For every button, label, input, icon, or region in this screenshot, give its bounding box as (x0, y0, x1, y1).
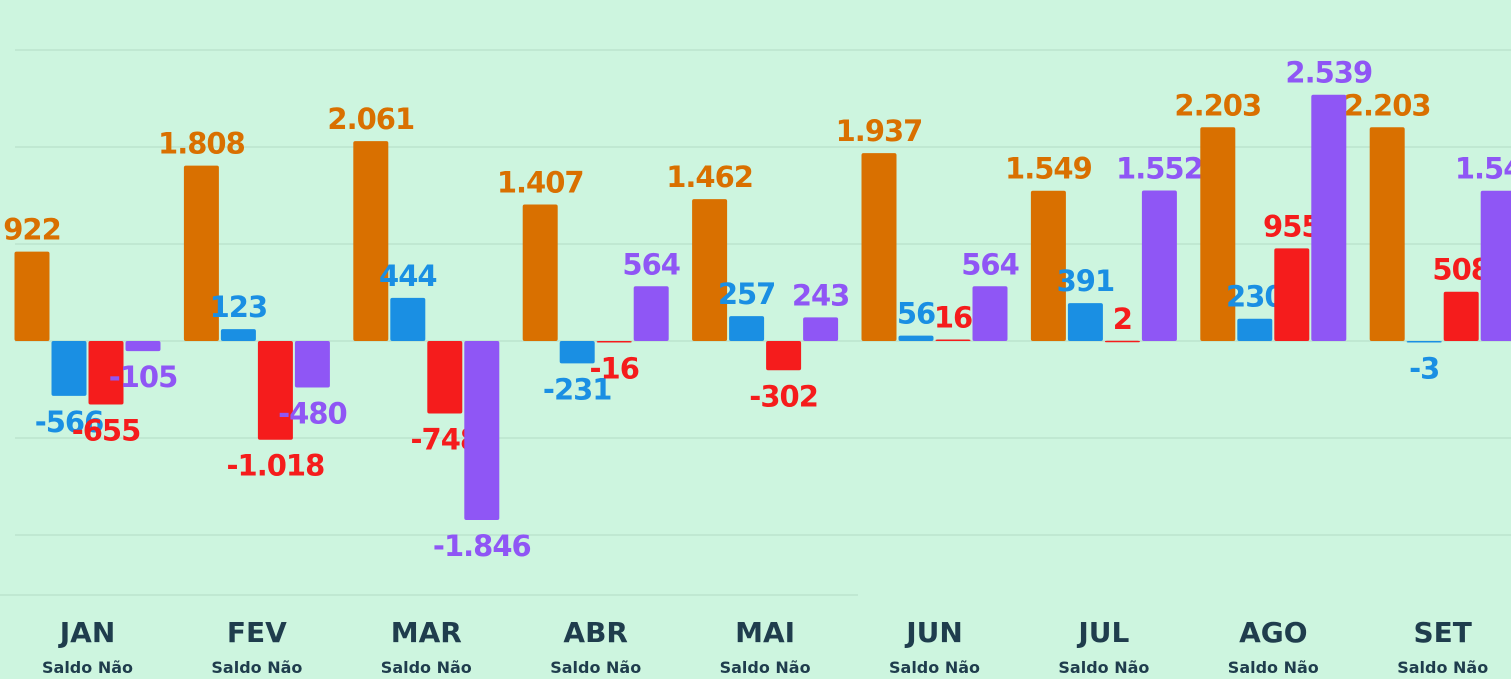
bar (257, 341, 293, 440)
x-tick-label: FEV (227, 616, 287, 649)
bar (1104, 340, 1140, 343)
value-label: 1.552 (1116, 151, 1203, 185)
bar (1443, 291, 1479, 341)
bar (1311, 94, 1347, 341)
x-tick-sublabel: Saldo Não (1058, 658, 1149, 677)
x-tick-label: JAN (58, 616, 116, 649)
bar (972, 286, 1008, 341)
bar (633, 286, 669, 341)
bar (1141, 190, 1177, 341)
x-tick-sublabel: Saldo Não (550, 658, 641, 677)
bar (1200, 127, 1236, 342)
bar (729, 316, 765, 341)
value-label: 1.462 (666, 160, 753, 194)
value-label: 257 (718, 277, 776, 311)
bar (183, 165, 219, 341)
bar (1274, 248, 1310, 341)
bar (522, 204, 558, 341)
bar (51, 341, 87, 396)
value-label: 391 (1057, 264, 1115, 298)
bar (803, 317, 839, 341)
x-tick-label: MAI (735, 616, 795, 649)
x-tick-sublabel: Saldo Não (1228, 658, 1319, 677)
bar (861, 153, 897, 341)
value-label: 1.937 (836, 114, 923, 148)
bar (1067, 303, 1103, 341)
x-tick-label: SET (1413, 616, 1471, 649)
value-label: 1.808 (158, 127, 245, 161)
x-tick-sublabel: Saldo Não (889, 658, 980, 677)
value-label: -105 (109, 360, 178, 394)
x-tick-label: JUN (904, 616, 963, 649)
x-tick-label: JUL (1076, 616, 1129, 649)
value-label: -1.846 (433, 529, 531, 563)
bar (766, 341, 802, 371)
value-label: 2.539 (1285, 56, 1372, 90)
value-label: 123 (210, 290, 268, 324)
bar (427, 341, 463, 414)
value-label: 1.549 (1455, 152, 1511, 186)
bar (1030, 190, 1066, 341)
bar (88, 341, 124, 405)
bar (390, 297, 426, 341)
x-tick-label: ABR (563, 616, 628, 649)
bar (935, 339, 971, 341)
value-label: 16 (934, 300, 972, 334)
value-label: 444 (379, 259, 437, 293)
value-label: 2.203 (1344, 88, 1431, 122)
x-tick-sublabel: Saldo Não (211, 658, 302, 677)
bar (1369, 127, 1405, 342)
value-label: -16 (589, 352, 638, 386)
value-label: -1.018 (227, 449, 325, 483)
bar (898, 335, 934, 341)
bar (14, 251, 50, 341)
x-tick-sublabel: Saldo Não (1397, 658, 1488, 677)
value-label: -566 (35, 405, 104, 439)
value-label: -3 (1409, 352, 1439, 386)
x-tick-sublabel: Saldo Não (720, 658, 811, 677)
value-label: -231 (543, 372, 612, 406)
value-label: -302 (749, 379, 818, 413)
bar (596, 341, 632, 343)
bar (464, 341, 500, 521)
value-label: 922 (3, 213, 61, 247)
x-tick-label: AGO (1239, 616, 1307, 649)
x-tick-label: MAR (391, 616, 462, 649)
bar (125, 341, 161, 352)
value-label: 564 (622, 247, 680, 281)
value-label: 2.203 (1174, 88, 1261, 122)
value-label: -655 (72, 414, 141, 448)
bar (692, 199, 728, 341)
bar (294, 341, 330, 388)
value-label: 243 (792, 278, 850, 312)
bar (559, 341, 595, 364)
x-tick-sublabel: Saldo Não (42, 658, 133, 677)
bar (1237, 318, 1273, 341)
value-label: 1.407 (497, 166, 584, 200)
value-label: 56 (897, 297, 935, 331)
bar (1480, 190, 1511, 341)
value-label: 564 (961, 247, 1019, 281)
bar (1406, 341, 1442, 343)
value-label: -480 (278, 397, 347, 431)
value-label: 1.549 (1005, 152, 1092, 186)
bar (220, 329, 256, 341)
value-label: 2.061 (327, 102, 414, 136)
bar (353, 141, 389, 341)
value-label: 2 (1113, 302, 1132, 336)
x-tick-sublabel: Saldo Não (381, 658, 472, 677)
